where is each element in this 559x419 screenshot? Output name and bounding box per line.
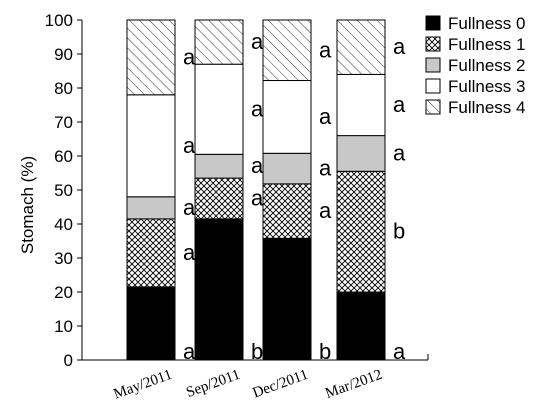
bar-segment — [194, 153, 244, 179]
significance-letter: a — [183, 339, 196, 364]
bar-segment — [262, 237, 312, 361]
x-tick-label: Mar/2012 — [323, 367, 384, 402]
legend-swatch — [425, 78, 441, 94]
bar-segment — [336, 170, 386, 293]
legend: Fullness 0 Fullness 1 Fullness 2 Fullness 3… — [425, 14, 525, 117]
significance-letter: a — [393, 34, 406, 59]
y-tick-label: 0 — [64, 351, 73, 370]
legend-label: Fullness 0 — [448, 14, 525, 33]
significance-letter: a — [251, 29, 264, 54]
y-axis-label: Stomach (%) — [18, 156, 37, 254]
significance-letter: a — [183, 240, 196, 265]
x-tick-label: May/2011 — [111, 367, 174, 403]
bar-segment — [262, 183, 312, 239]
bar-segment — [194, 63, 244, 155]
bar-segment — [336, 73, 386, 137]
y-tick-label: 60 — [54, 147, 73, 166]
significance-letter: a — [319, 104, 332, 129]
legend-label: Fullness 1 — [448, 35, 525, 54]
bar-segment — [194, 19, 244, 65]
legend-swatch — [425, 99, 441, 115]
significance-letter: b — [319, 339, 331, 364]
legend-swatch — [425, 15, 441, 31]
significance-letter: a — [183, 195, 196, 220]
bar-segment — [336, 135, 386, 172]
bar-segment — [126, 94, 176, 198]
x-tick-label: Sep/2011 — [184, 367, 242, 401]
significance-letter: a — [319, 198, 332, 223]
y-tick-label: 40 — [54, 215, 73, 234]
significance-letter: a — [183, 44, 196, 69]
y-tick-label: 70 — [54, 113, 73, 132]
y-tick-label: 10 — [54, 317, 73, 336]
significance-letter: a — [319, 37, 332, 62]
legend-label: Fullness 4 — [448, 98, 525, 117]
significance-letter: a — [183, 133, 196, 158]
bar-segment — [262, 80, 312, 154]
bars — [126, 19, 386, 361]
x-tick-label: Dec/2011 — [251, 367, 311, 402]
significance-letter: a — [393, 339, 406, 364]
significance-letter: a — [319, 156, 332, 181]
y-axis: 0 10 20 30 40 50 60 70 80 90 100 — [45, 11, 83, 370]
bar-segment — [126, 286, 176, 361]
y-tick-label: 30 — [54, 249, 73, 268]
bar-segment — [262, 19, 312, 82]
legend-label: Fullness 2 — [448, 56, 525, 75]
legend-label: Fullness 3 — [448, 77, 525, 96]
bar-segment — [336, 19, 386, 75]
bar-segment — [194, 177, 244, 220]
significance-letter: b — [393, 219, 405, 244]
legend-swatch — [425, 57, 441, 73]
significance-letter: a — [251, 153, 264, 178]
bar-segment — [126, 196, 176, 220]
y-tick-label: 100 — [45, 11, 73, 30]
significance-letter: a — [393, 140, 406, 165]
significance-letter: a — [393, 92, 406, 117]
y-tick-label: 20 — [54, 283, 73, 302]
y-tick-label: 90 — [54, 45, 73, 64]
significance-letter: a — [251, 96, 264, 121]
significance-letter: a — [251, 186, 264, 211]
y-tick-label: 80 — [54, 79, 73, 98]
bar-segment — [336, 291, 386, 361]
legend-swatch — [425, 36, 441, 52]
significance-letter: b — [251, 339, 263, 364]
y-tick-label: 50 — [54, 181, 73, 200]
bar-segment — [126, 218, 176, 288]
bar-segment — [194, 218, 244, 361]
bar-segment — [262, 152, 312, 185]
bar-segment — [126, 19, 176, 96]
